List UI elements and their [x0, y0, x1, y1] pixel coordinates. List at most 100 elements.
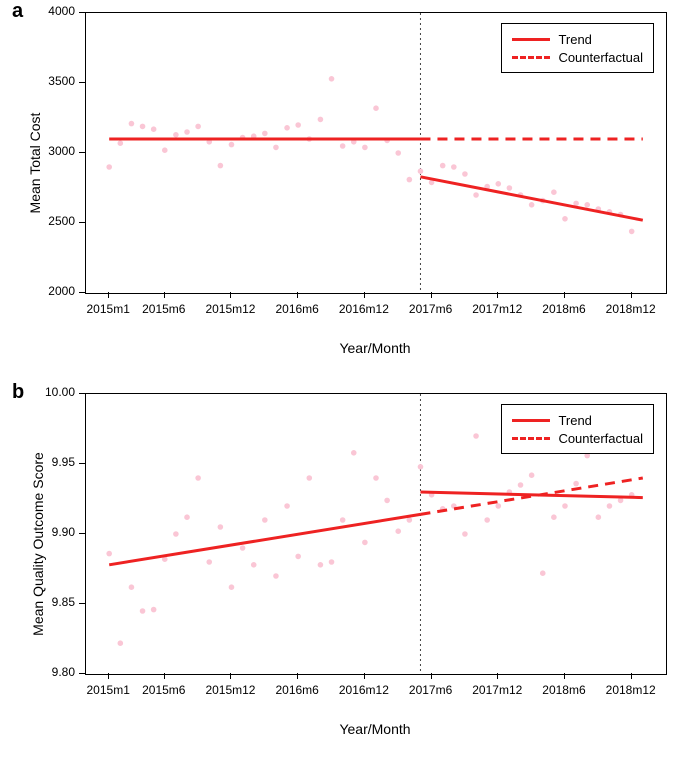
x-tick — [431, 292, 432, 298]
x-tick-label: 2016m6 — [275, 302, 318, 316]
y-tick-label: 2500 — [15, 214, 75, 228]
data-point — [373, 475, 379, 481]
x-tick — [631, 673, 632, 679]
data-point — [295, 554, 301, 560]
x-tick-label: 2018m6 — [542, 302, 585, 316]
data-point — [273, 573, 279, 579]
data-point — [529, 202, 535, 208]
data-point — [318, 117, 324, 123]
x-tick-label: 2017m12 — [472, 302, 522, 316]
y-tick-label: 9.90 — [15, 525, 75, 539]
y-tick — [79, 12, 85, 13]
data-point — [229, 584, 235, 590]
data-point — [151, 607, 157, 613]
x-tick-label: 2015m12 — [205, 683, 255, 697]
x-tick-label: 2018m12 — [606, 683, 656, 697]
x-tick — [164, 292, 165, 298]
trend-line — [420, 177, 642, 220]
data-point — [373, 105, 379, 111]
y-tick — [79, 152, 85, 153]
x-tick — [497, 673, 498, 679]
x-tick — [108, 673, 109, 679]
data-point — [473, 192, 479, 198]
x-tick-label: 2016m12 — [339, 683, 389, 697]
data-point — [329, 76, 335, 82]
x-tick — [364, 673, 365, 679]
data-point — [551, 514, 557, 520]
data-point — [529, 472, 535, 478]
y-tick — [79, 222, 85, 223]
x-tick-label: 2017m6 — [409, 683, 452, 697]
data-point — [395, 150, 401, 156]
data-point — [407, 177, 413, 183]
data-point — [318, 562, 324, 568]
y-tick — [79, 673, 85, 674]
x-tick-label: 2015m6 — [142, 683, 185, 697]
data-point — [251, 562, 257, 568]
data-point — [173, 531, 179, 537]
panel-b: b Mean Quality Outcome Score Trend Count… — [0, 381, 685, 762]
x-tick — [564, 292, 565, 298]
x-tick-label: 2015m6 — [142, 302, 185, 316]
data-point — [162, 147, 168, 153]
data-point — [129, 584, 135, 590]
legend-row-counterfactual: Counterfactual — [512, 48, 643, 66]
legend-row-cf-b: Counterfactual — [512, 429, 643, 447]
data-point — [307, 475, 313, 481]
panel-a-legend: Trend Counterfactual — [501, 23, 654, 73]
data-point — [206, 559, 212, 565]
y-tick-label: 3000 — [15, 144, 75, 158]
x-tick-label: 2016m12 — [339, 302, 389, 316]
data-point — [551, 189, 557, 195]
data-point — [584, 202, 590, 208]
data-point — [573, 481, 579, 487]
x-tick — [297, 292, 298, 298]
data-point — [340, 143, 346, 149]
data-point — [140, 608, 146, 614]
data-point — [495, 181, 501, 187]
legend-swatch-trend-b — [512, 419, 550, 422]
x-tick-label: 2018m12 — [606, 302, 656, 316]
panel-b-plot-area: Trend Counterfactual — [85, 393, 667, 675]
data-point — [384, 498, 390, 504]
data-point — [562, 503, 568, 509]
data-point — [451, 164, 457, 170]
y-tick-label: 4000 — [15, 4, 75, 18]
y-tick — [79, 393, 85, 394]
x-tick — [364, 292, 365, 298]
legend-label-trend-b: Trend — [558, 413, 591, 428]
data-point — [240, 545, 246, 551]
y-tick-label: 10.00 — [15, 385, 75, 399]
data-point — [440, 163, 446, 169]
data-point — [562, 216, 568, 222]
data-point — [473, 433, 479, 439]
data-point — [151, 126, 157, 132]
y-tick-label: 9.95 — [15, 455, 75, 469]
data-point — [106, 551, 112, 557]
data-point — [484, 517, 490, 523]
data-point — [273, 145, 279, 151]
data-point — [418, 168, 424, 174]
data-point — [195, 124, 201, 130]
legend-row-trend-b: Trend — [512, 411, 643, 429]
legend-swatch-cf — [512, 56, 550, 59]
x-tick — [431, 673, 432, 679]
data-point — [229, 142, 235, 148]
x-tick-label: 2017m6 — [409, 302, 452, 316]
data-point — [284, 503, 290, 509]
x-tick-label: 2018m6 — [542, 683, 585, 697]
x-tick-label: 2017m12 — [472, 683, 522, 697]
data-point — [284, 125, 290, 131]
x-tick-label: 2015m1 — [87, 302, 130, 316]
x-tick — [564, 673, 565, 679]
data-point — [462, 531, 468, 537]
y-tick-label: 9.80 — [15, 665, 75, 679]
data-point — [262, 131, 268, 137]
panel-a-x-axis-title: Year/Month — [85, 340, 665, 356]
panel-b-legend: Trend Counterfactual — [501, 404, 654, 454]
data-point — [362, 540, 368, 546]
data-point — [596, 514, 602, 520]
data-point — [407, 517, 413, 523]
x-tick — [164, 673, 165, 679]
data-point — [118, 640, 124, 646]
